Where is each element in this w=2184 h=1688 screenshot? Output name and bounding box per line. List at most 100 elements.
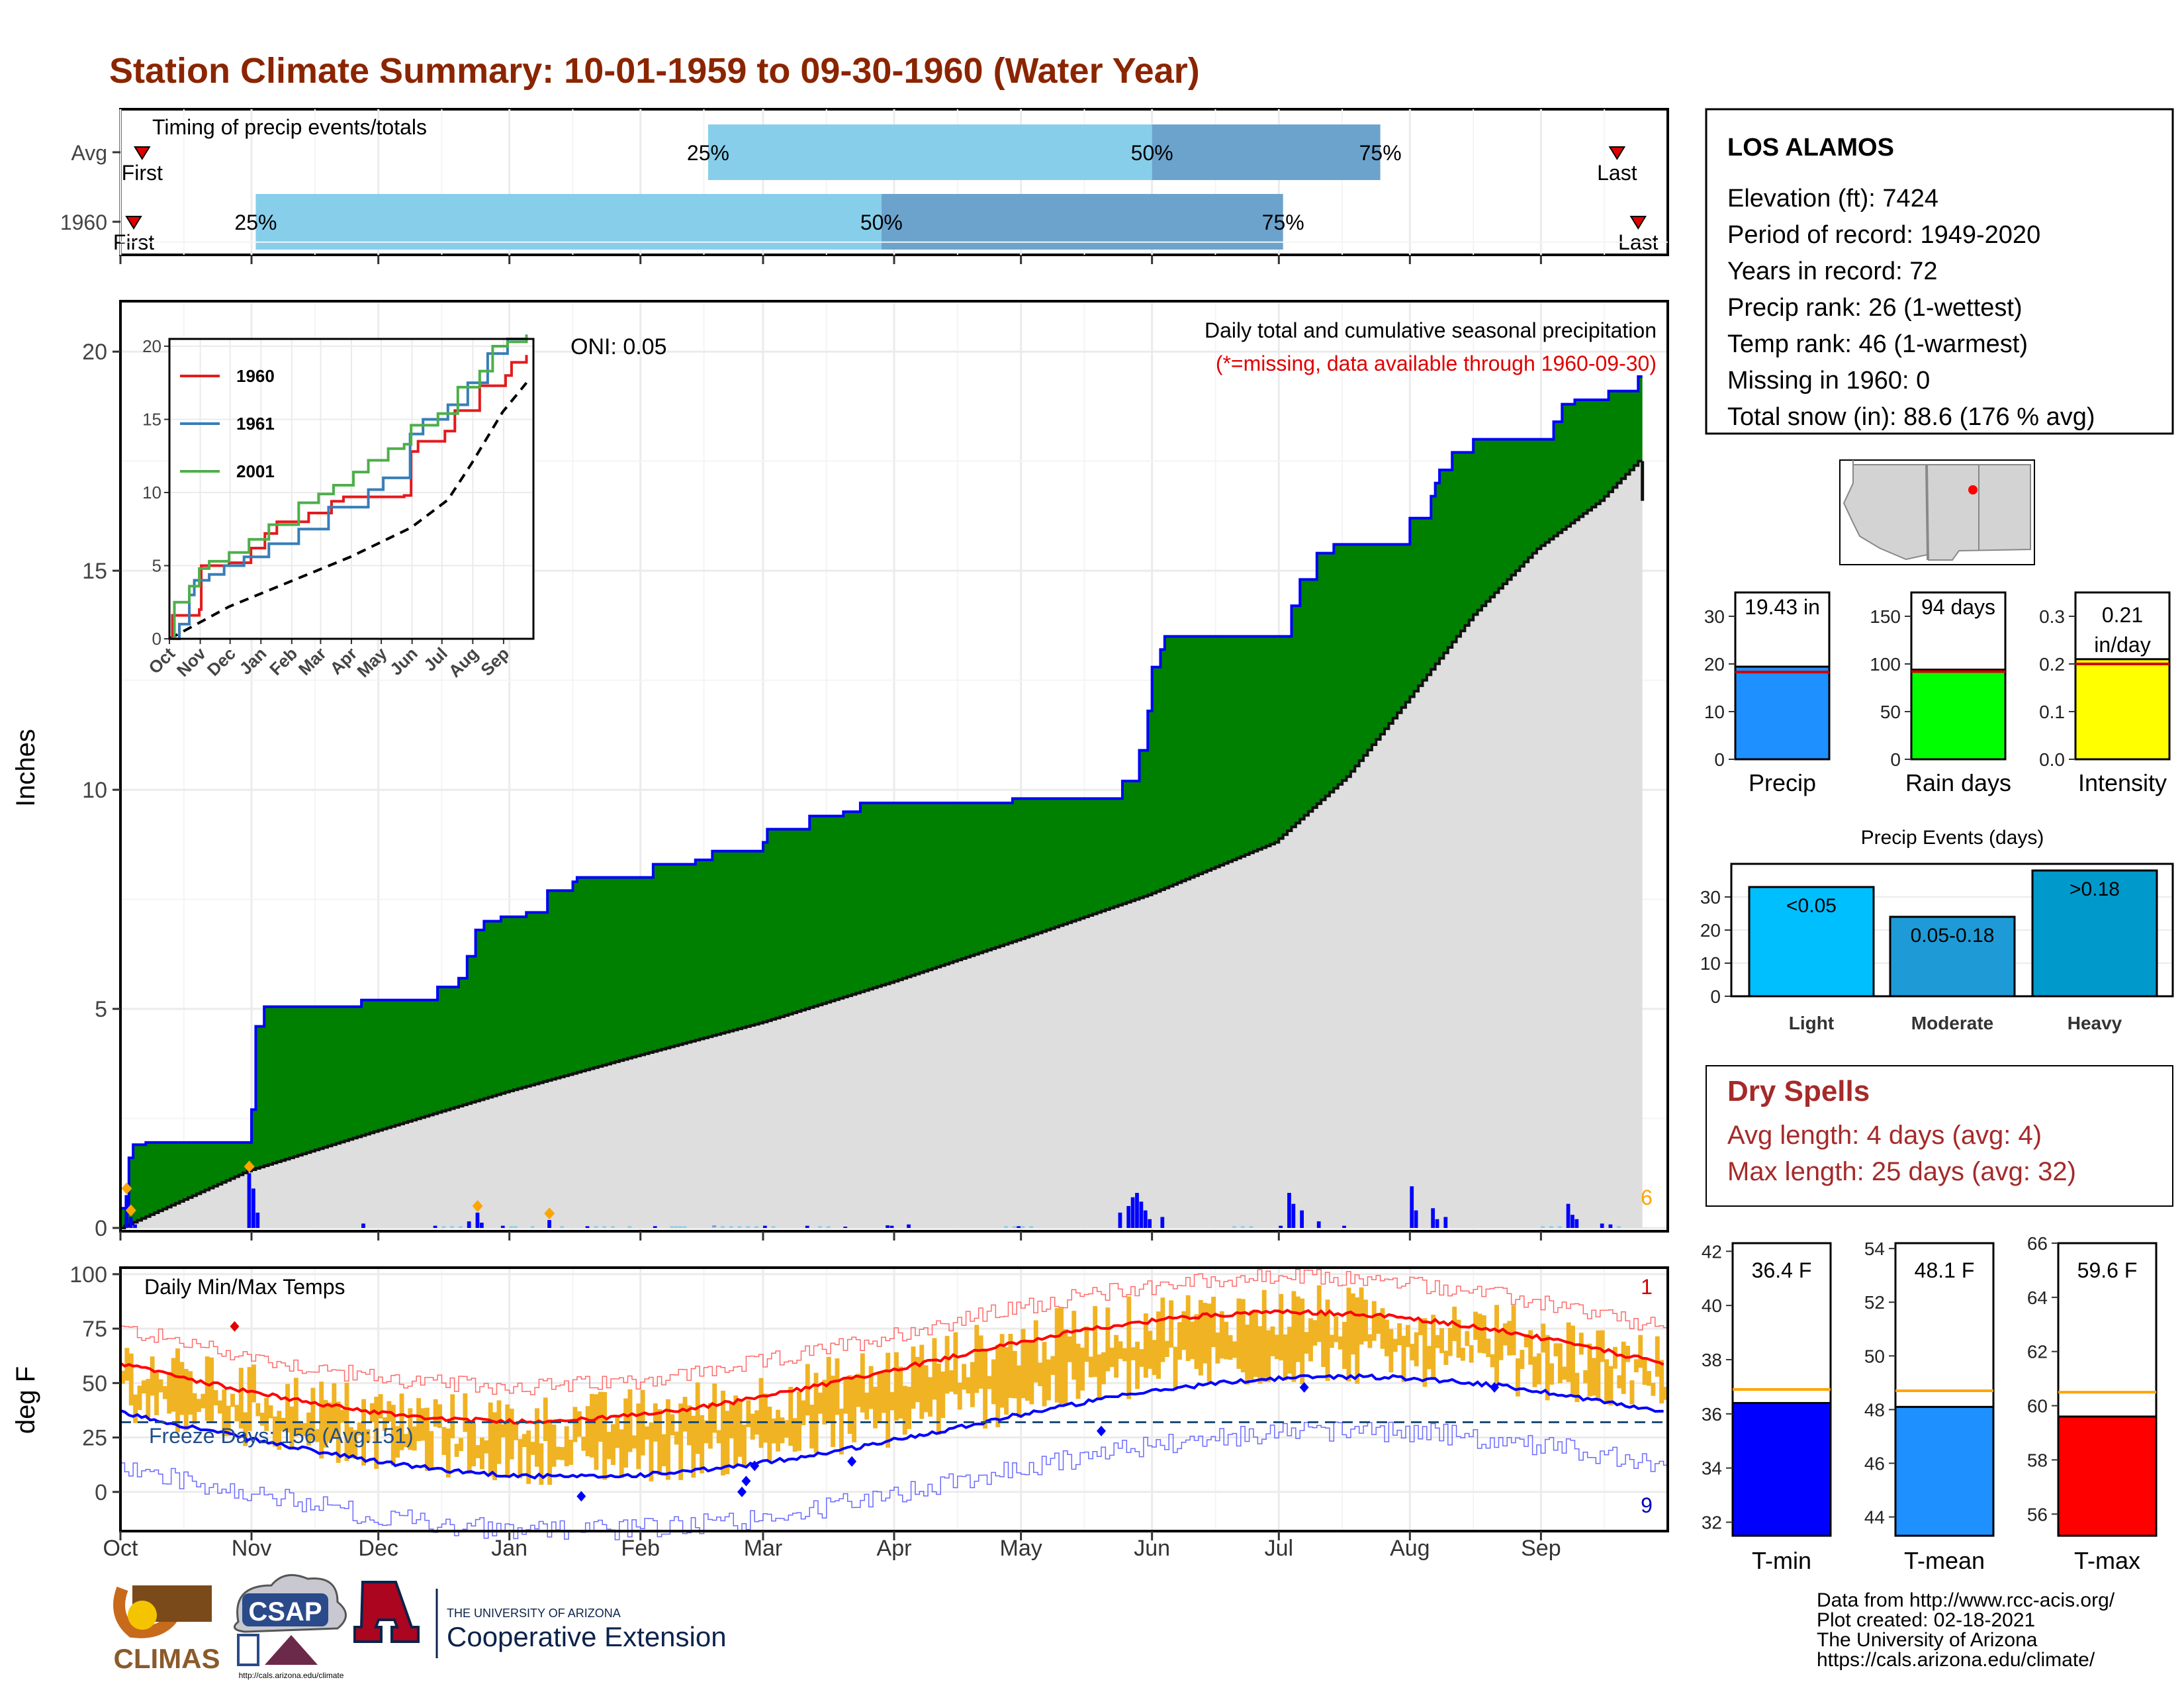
trace-precip-bar bbox=[746, 1226, 751, 1228]
daily-precip-bar bbox=[133, 1224, 137, 1228]
daily-temp-range-bar bbox=[666, 1399, 670, 1480]
daily-temp-range-bar bbox=[615, 1417, 620, 1448]
missing-annotation: (*=missing, data available through 1960-… bbox=[1216, 352, 1657, 375]
daily-temp-range-bar bbox=[1114, 1335, 1119, 1378]
daily-temp-range-bar bbox=[1388, 1329, 1394, 1373]
daily-temp-range-bar bbox=[894, 1352, 899, 1421]
daily-temp-range-bar bbox=[416, 1398, 422, 1441]
daily-precip-bar bbox=[1300, 1210, 1304, 1228]
daily-temp-range-bar bbox=[1625, 1345, 1631, 1362]
daily-temp-range-bar bbox=[776, 1409, 781, 1452]
daily-temp-range-bar bbox=[1566, 1322, 1571, 1382]
daily-precip-bar bbox=[1608, 1224, 1613, 1228]
daily-temp-range-bar bbox=[445, 1428, 451, 1477]
daily-temp-range-bar bbox=[1422, 1318, 1428, 1387]
daily-temp-range-bar bbox=[378, 1394, 383, 1419]
daily-temp-range-bar bbox=[1198, 1299, 1203, 1376]
daily-temp-range-bar bbox=[1181, 1311, 1187, 1350]
station-info-box: LOS ALAMOS Elevation (ft): 7424 Period of… bbox=[1705, 108, 2174, 435]
temp-bar-label: T-mean bbox=[1904, 1547, 1985, 1574]
footer-line-2: Plot created: 02-18-2021 bbox=[1817, 1609, 2035, 1631]
daily-temp-range-bar bbox=[784, 1420, 789, 1438]
daily-temp-range-bar bbox=[247, 1367, 252, 1431]
temp-summary-bars: 32 34 36 38 40 42 36.4 F T-min 44 46 48 50 52 54 48.1 … bbox=[1702, 1233, 2158, 1574]
daily-temp-range-bar bbox=[1367, 1334, 1373, 1348]
daily-temp-range-bar bbox=[1046, 1359, 1051, 1401]
daily-temp-range-bar bbox=[1486, 1338, 1491, 1358]
daily-temp-range-bar bbox=[944, 1336, 950, 1394]
daily-temp-range-bar bbox=[522, 1434, 527, 1448]
daily-temp-range-bar bbox=[1054, 1308, 1060, 1403]
daily-temp-range-bar bbox=[1224, 1321, 1229, 1360]
avg-cumulative-line bbox=[120, 459, 1643, 1229]
daily-temp-range-bar bbox=[962, 1364, 967, 1390]
daily-temp-range-bar bbox=[1245, 1325, 1250, 1385]
ua-small-text: THE UNIVERSITY OF ARIZONA bbox=[447, 1607, 621, 1620]
daily-temp-range-bar bbox=[1004, 1347, 1009, 1415]
station-info-line: Total snow (in): 88.6 (176 % avg) bbox=[1727, 403, 2095, 431]
daily-temp-range-bar bbox=[188, 1371, 193, 1415]
daily-temp-range-bar bbox=[1266, 1330, 1271, 1382]
inset-series-2001 bbox=[169, 334, 528, 640]
precip-panel: 0 5 10 15 20 Inches ONI: 0.05 Daily total an… bbox=[11, 241, 1669, 1241]
timing-q75-label: 75% bbox=[1359, 141, 1402, 165]
temp-y-tick-label: 50 bbox=[82, 1371, 107, 1396]
trace-precip-bar bbox=[1549, 1226, 1553, 1228]
daily-temp-range-bar bbox=[543, 1397, 548, 1442]
inset-y-tick-label: 20 bbox=[142, 336, 161, 356]
daily-temp-range-bar bbox=[154, 1372, 159, 1415]
summary-y-tick-label: 30 bbox=[1704, 606, 1725, 627]
daily-temp-range-bar bbox=[1638, 1335, 1643, 1368]
daily-temp-range-bar bbox=[238, 1368, 244, 1429]
temp-y-tick-label: 58 bbox=[2027, 1450, 2048, 1470]
daily-temp-range-bar bbox=[780, 1417, 785, 1444]
daily-temp-range-bar bbox=[133, 1394, 138, 1423]
daily-temp-range-bar bbox=[547, 1419, 553, 1485]
temp-y-tick-label: 52 bbox=[1864, 1292, 1885, 1313]
trace-precip-bar bbox=[627, 1226, 632, 1228]
daily-temp-range-bar bbox=[1439, 1328, 1444, 1354]
station-name: LOS ALAMOS bbox=[1727, 134, 1894, 162]
daily-precip-bar bbox=[1135, 1193, 1139, 1228]
daily-temp-range-bar bbox=[762, 1393, 768, 1443]
daily-temp-range-bar bbox=[686, 1405, 692, 1446]
footer-credits: Data from http://www.rcc-acis.org/ Plot … bbox=[1817, 1589, 2115, 1671]
climas-logo: CLIMAS bbox=[113, 1585, 220, 1674]
snow-marker bbox=[244, 1160, 255, 1173]
daily-temp-range-bar bbox=[1520, 1350, 1525, 1370]
daily-temp-range-bar bbox=[509, 1408, 514, 1460]
daily-temp-range-bar bbox=[1283, 1334, 1288, 1381]
record-low-marker bbox=[847, 1456, 857, 1467]
station-info-line: Temp rank: 46 (1-warmest) bbox=[1727, 330, 2028, 358]
daily-temp-range-bar bbox=[1363, 1299, 1368, 1342]
daily-temp-range-bar bbox=[809, 1404, 815, 1449]
daily-temp-range-bar bbox=[661, 1434, 666, 1466]
inset-y-tick-label: 15 bbox=[142, 410, 161, 430]
daily-precip-bar bbox=[1316, 1221, 1321, 1228]
summary-y-tick-label: 0.3 bbox=[2039, 606, 2065, 627]
month-tick-oct: Oct bbox=[103, 1536, 138, 1561]
daily-temp-range-bar bbox=[1071, 1311, 1077, 1380]
daily-temp-range-bar bbox=[1612, 1346, 1617, 1369]
daily-temp-range-bar bbox=[1279, 1293, 1284, 1361]
daily-temp-range-bar bbox=[1647, 1371, 1651, 1386]
daily-temp-range-bar bbox=[323, 1399, 328, 1448]
daily-temp-range-bar bbox=[767, 1406, 772, 1462]
daily-temp-range-bar bbox=[259, 1412, 265, 1426]
daily-temp-range-bar bbox=[505, 1404, 510, 1476]
daily-temp-range-bar bbox=[636, 1403, 641, 1470]
temp-y-tick-label: 60 bbox=[2027, 1396, 2048, 1417]
ua-cooperative-extension-logo: THE UNIVERSITY OF ARIZONA Cooperative Ex… bbox=[353, 1581, 727, 1658]
daily-temp-range-bar bbox=[576, 1411, 582, 1437]
daily-temp-range-bar bbox=[619, 1429, 624, 1478]
daily-temp-range-bar bbox=[1033, 1320, 1038, 1383]
daily-temp-range-bar bbox=[1012, 1350, 1017, 1399]
daily-temp-range-bar bbox=[1329, 1335, 1334, 1348]
daily-temp-range-bar bbox=[746, 1400, 751, 1428]
daily-temp-range-bar bbox=[1385, 1319, 1389, 1356]
daily-temp-range-bar bbox=[915, 1356, 920, 1403]
daily-temp-range-bar bbox=[932, 1338, 937, 1400]
daily-temp-range-bar bbox=[1017, 1365, 1022, 1418]
daily-temp-range-bar bbox=[822, 1380, 827, 1425]
